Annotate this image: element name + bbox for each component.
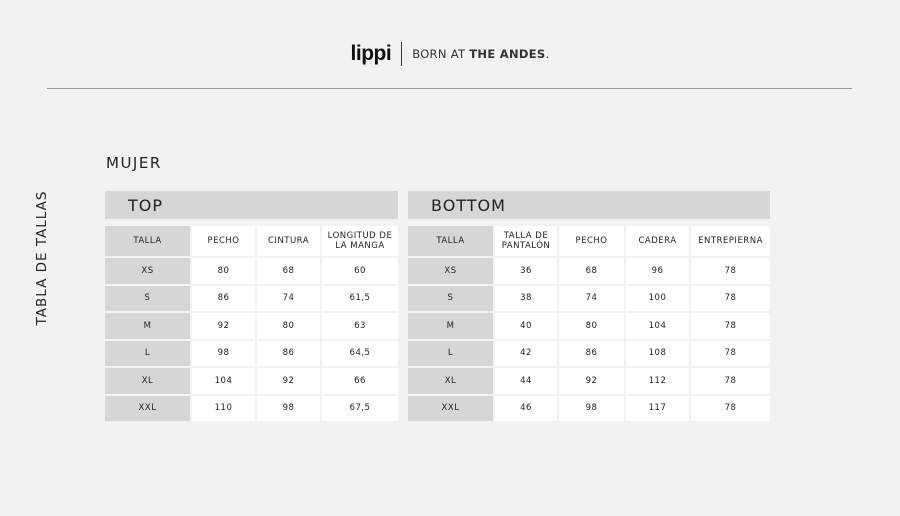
table-cell: 78	[691, 313, 770, 339]
size-label-cell: M	[105, 313, 190, 339]
tagline-light: BORN AT	[412, 47, 470, 61]
table-cell: 117	[626, 395, 689, 421]
column-header: TALLA DE PANTALÓN	[495, 226, 557, 256]
table-cell: 36	[495, 258, 557, 284]
table-cell: 78	[691, 340, 770, 366]
table-cell: 96	[626, 258, 689, 284]
table-cell: 78	[691, 285, 770, 311]
table-cell: 74	[559, 285, 624, 311]
top-size-table: TALLA PECHO CINTURA LONGITUD DE LA MANGA XS 8…	[105, 226, 398, 421]
table-cell: 92	[559, 368, 624, 394]
column-header: ENTREPIERNA	[691, 226, 770, 256]
table-cell: 74	[257, 285, 320, 311]
logo: lippi	[350, 42, 392, 65]
column-header: LONGITUD DE LA MANGA	[322, 226, 398, 256]
column-header: TALLA	[105, 226, 190, 256]
table-cell: 100	[626, 285, 689, 311]
size-label-cell: S	[105, 285, 190, 311]
size-label-cell: XS	[105, 258, 190, 284]
size-label-cell: L	[408, 340, 493, 366]
size-label-cell: M	[408, 313, 493, 339]
table-cell: 66	[322, 368, 398, 394]
table-cell: 46	[495, 395, 557, 421]
table-cell: 108	[626, 340, 689, 366]
column-header: TALLA	[408, 226, 493, 256]
table-cell: 64,5	[322, 340, 398, 366]
tagline-end: .	[545, 47, 550, 61]
table-cell: 60	[322, 258, 398, 284]
table-cell: 80	[257, 313, 320, 339]
table-cell: 78	[691, 368, 770, 394]
table-cell: 78	[691, 258, 770, 284]
column-header: CADERA	[626, 226, 689, 256]
table-cell: 86	[192, 285, 255, 311]
table-cell: 112	[626, 368, 689, 394]
size-label-cell: XXL	[408, 395, 493, 421]
size-label-cell: XL	[408, 368, 493, 394]
size-label-cell: S	[408, 285, 493, 311]
table-cell: 86	[257, 340, 320, 366]
tagline-bold: THE ANDES	[469, 47, 546, 61]
table-cell: 68	[257, 258, 320, 284]
table-cell: 67,5	[322, 395, 398, 421]
divider	[401, 42, 403, 66]
bottom-title: BOTTOM	[408, 191, 770, 219]
table-cell: 104	[626, 313, 689, 339]
table-cell: 80	[192, 258, 255, 284]
header-rule	[47, 88, 852, 89]
table-cell: 42	[495, 340, 557, 366]
table-cell: 86	[559, 340, 624, 366]
table-cell: 92	[257, 368, 320, 394]
table-cell: 68	[559, 258, 624, 284]
column-header: PECHO	[192, 226, 255, 256]
table-cell: 44	[495, 368, 557, 394]
size-label-cell: L	[105, 340, 190, 366]
brand-header: lippi BORN AT THE ANDES.	[0, 42, 900, 66]
table-cell: 40	[495, 313, 557, 339]
table-cell: 61,5	[322, 285, 398, 311]
table-cell: 78	[691, 395, 770, 421]
size-label-cell: XL	[105, 368, 190, 394]
table-cell: 38	[495, 285, 557, 311]
table-cell: 98	[559, 395, 624, 421]
table-cell: 110	[192, 395, 255, 421]
section-title: MUJER	[106, 154, 162, 172]
table-cell: 98	[257, 395, 320, 421]
column-header: CINTURA	[257, 226, 320, 256]
size-label-cell: XXL	[105, 395, 190, 421]
bottom-size-table: TALLA TALLA DE PANTALÓN PECHO CADERA ENTREPI…	[408, 226, 770, 421]
table-cell: 92	[192, 313, 255, 339]
column-header: PECHO	[559, 226, 624, 256]
size-label-cell: XS	[408, 258, 493, 284]
table-cell: 63	[322, 313, 398, 339]
tagline: BORN AT THE ANDES.	[412, 47, 549, 61]
top-title: TOP	[105, 191, 398, 219]
side-title: TABLA DE TALLAS	[34, 190, 50, 326]
table-cell: 80	[559, 313, 624, 339]
table-cell: 104	[192, 368, 255, 394]
table-cell: 98	[192, 340, 255, 366]
